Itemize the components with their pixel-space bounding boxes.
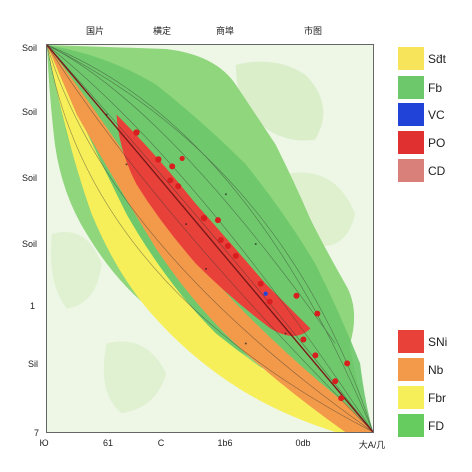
bottom-label-1: Ю: [39, 438, 49, 448]
legend-label: CD: [428, 163, 446, 178]
legend-swatch: [398, 386, 424, 409]
left-label-2: Soil: [22, 107, 38, 117]
bottom-label-3: C: [157, 438, 165, 448]
legend-item-sdt: Sd̈t: [398, 47, 446, 70]
left-label-4: Soil: [22, 239, 38, 249]
legend-item-sni: SNi: [398, 330, 447, 353]
legend-swatch: [398, 47, 424, 70]
legend-swatch: [398, 131, 424, 154]
legend-label: VC: [428, 107, 445, 122]
legend-label: FD: [428, 418, 444, 433]
left-label-5: 1: [30, 301, 36, 311]
streamlines: [47, 45, 373, 432]
legend-label: PO: [428, 135, 446, 150]
legend-swatch: [398, 330, 424, 353]
left-label-3: Soil: [22, 173, 38, 183]
legend-label: Nb: [428, 362, 444, 377]
yellow-zone: [47, 45, 373, 432]
left-label-1: Soil: [22, 43, 38, 53]
top-label-2: 横定: [152, 26, 172, 36]
legend-swatch: [398, 159, 424, 182]
map-canvas: [47, 45, 373, 432]
vc-point: [263, 291, 268, 296]
bottom-label-5: 0db: [295, 438, 311, 448]
legend-item-fb: Fb: [398, 76, 442, 99]
bottom-label-2: 61: [102, 438, 114, 448]
small-markers: [105, 113, 287, 345]
map-area[interactable]: [46, 44, 374, 433]
red-zone: [116, 114, 311, 336]
top-label-4: 市图: [303, 26, 323, 36]
legend-label: Sd̈t: [428, 51, 447, 66]
legend-label: Fbr: [428, 390, 446, 405]
legend-label: SNi: [428, 334, 448, 349]
legend-swatch: [398, 76, 424, 99]
legend-item-po: PO: [398, 131, 445, 154]
left-label-6: Sil: [28, 359, 39, 369]
top-label-3: 商埠: [215, 26, 235, 36]
left-label-7: 7: [34, 428, 40, 438]
legend-item-cd: CD: [398, 159, 445, 182]
legend-item-fbr: Fbr: [398, 386, 446, 409]
top-label-1: 国片: [85, 26, 105, 36]
legend-item-fd: FD: [398, 414, 444, 437]
bottom-label-4: 1b6: [217, 438, 233, 448]
legend-label: Fb: [428, 80, 443, 95]
main-diagonal: [47, 45, 373, 432]
bottom-label-6: 大A/几: [358, 440, 386, 450]
legend-swatch: [398, 414, 424, 437]
legend-swatch: [398, 103, 424, 126]
legend-item-vc: VC: [398, 103, 445, 126]
legend-item-nb: Nb: [398, 358, 443, 381]
legend-swatch: [398, 358, 424, 381]
sample-points: [133, 129, 351, 402]
